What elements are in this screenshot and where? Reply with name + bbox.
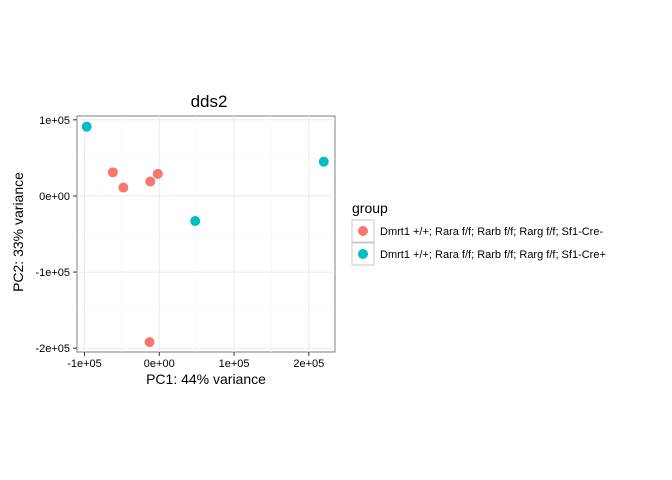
x-axis-title: PC1: 44% variance <box>146 371 266 387</box>
grid-lines <box>77 116 335 352</box>
data-point <box>81 121 92 132</box>
x-tick-label: 0e+00 <box>144 358 175 370</box>
legend-label: Dmrt1 +/+; Rara f/f; Rarb f/f; Rarg f/f;… <box>380 249 606 261</box>
data-point <box>145 176 156 187</box>
data-point <box>118 182 129 193</box>
legend-label: Dmrt1 +/+; Rara f/f; Rarb f/f; Rarg f/f;… <box>380 226 603 238</box>
y-tick-label: 1e+05 <box>39 115 70 127</box>
data-point <box>107 167 118 178</box>
chart-title: dds2 <box>191 92 228 111</box>
y-tick-label: -2e+05 <box>35 343 70 355</box>
data-points <box>81 121 329 348</box>
y-axis-title: PC2: 33% variance <box>10 172 26 292</box>
data-point <box>144 337 155 348</box>
legend-title: group <box>352 200 388 216</box>
legend-key-point <box>358 226 368 236</box>
x-tick-label: 1e+05 <box>219 358 250 370</box>
legend: group Dmrt1 +/+; Rara f/f; Rarb f/f; Rar… <box>351 200 606 266</box>
x-tick-label: -1e+05 <box>67 358 102 370</box>
data-point <box>152 168 163 179</box>
axes: -1e+05 0e+00 1e+05 2e+05 1e+05 0e+00 -1e+05 -2e… <box>35 115 324 370</box>
legend-key-point <box>358 249 368 259</box>
data-point <box>190 216 201 227</box>
y-tick-label: 0e+00 <box>39 191 70 203</box>
x-tick-label: 2e+05 <box>293 358 324 370</box>
data-point <box>318 156 329 167</box>
y-tick-label: -1e+05 <box>35 267 70 279</box>
